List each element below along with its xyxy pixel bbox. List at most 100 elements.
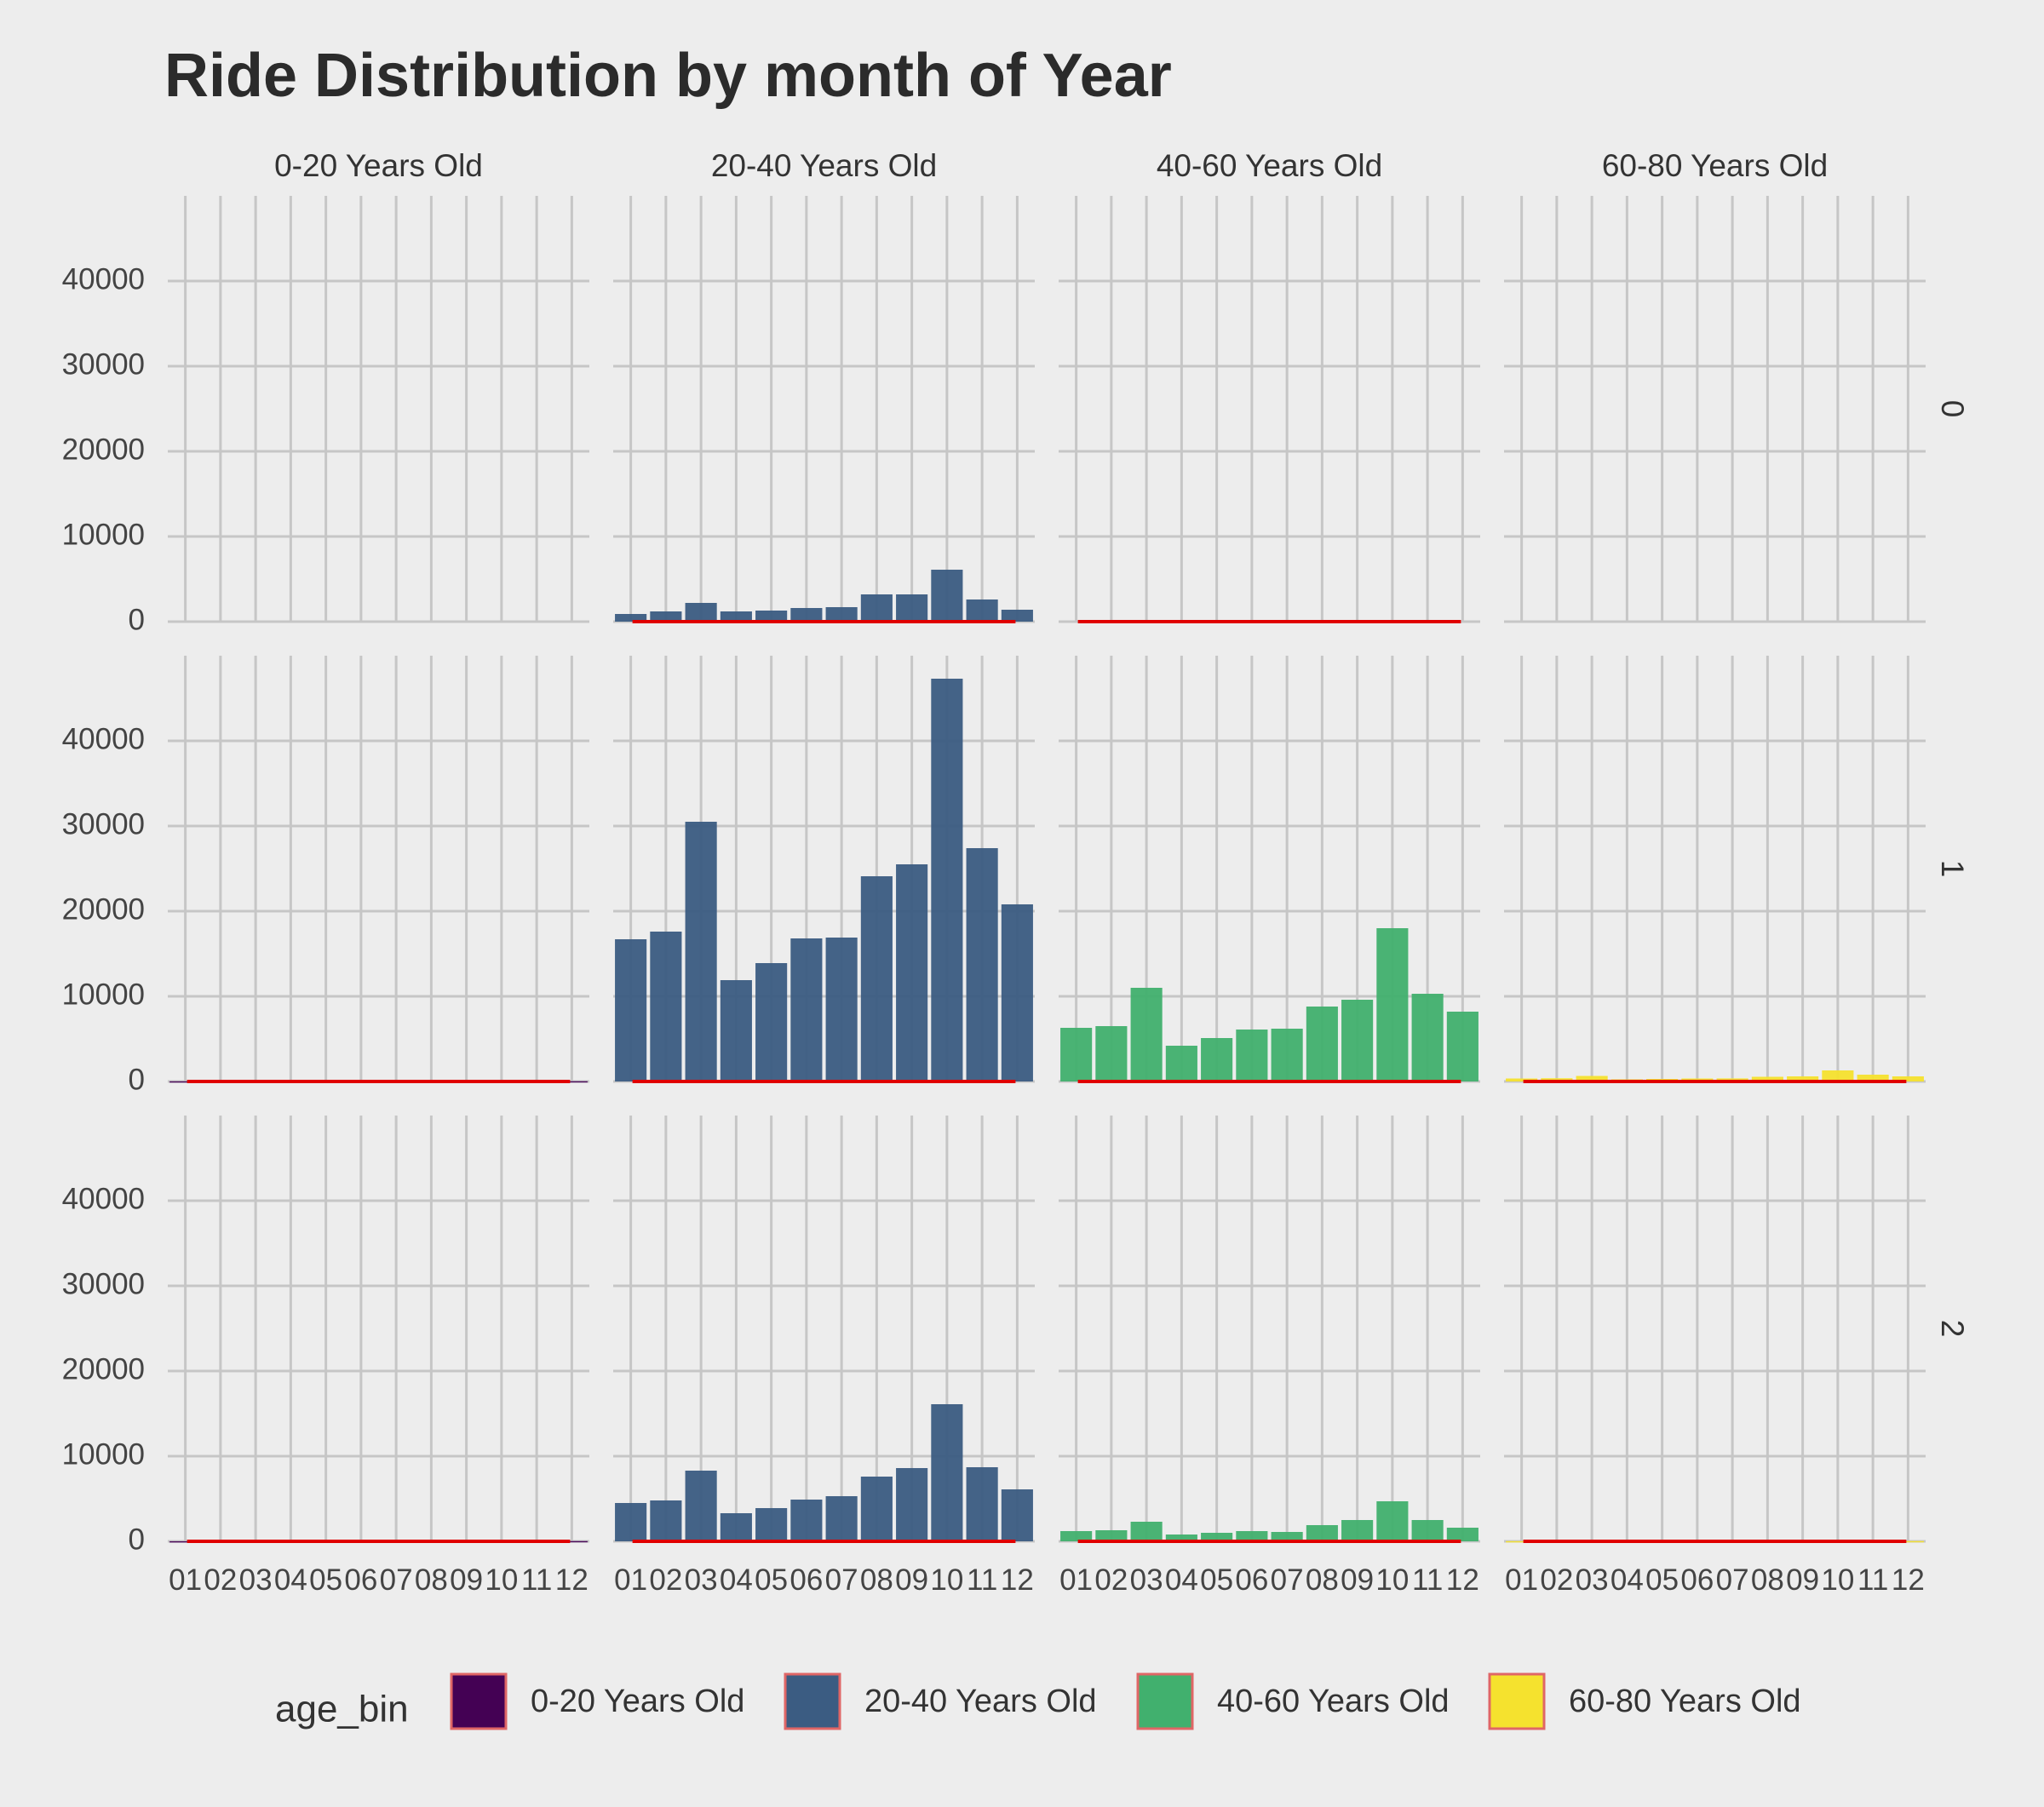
legend-key bbox=[450, 1672, 508, 1730]
x-tick-label: 12 bbox=[1892, 1563, 1925, 1597]
x-tick-label: 06 bbox=[1680, 1563, 1714, 1597]
facet-panel bbox=[1059, 1116, 1480, 1543]
y-tick-label: 40000 bbox=[62, 1182, 145, 1215]
x-tick-label: 04 bbox=[720, 1563, 753, 1597]
y-tick-label: 0 bbox=[129, 1063, 145, 1096]
x-tick-label: 09 bbox=[1786, 1563, 1819, 1597]
x-tick-label: 05 bbox=[1200, 1563, 1233, 1597]
bar bbox=[896, 1468, 928, 1541]
x-tick-label: 02 bbox=[1094, 1563, 1128, 1597]
x-tick-label: 11 bbox=[521, 1563, 552, 1597]
x-tick-label: 06 bbox=[1235, 1563, 1268, 1597]
bar bbox=[896, 864, 928, 1081]
facet-panel bbox=[613, 1116, 1035, 1543]
bar bbox=[685, 603, 717, 622]
x-tick-label: 12 bbox=[1446, 1563, 1479, 1597]
bar bbox=[720, 1513, 752, 1541]
facet-panel bbox=[168, 656, 589, 1083]
y-tick-label: 10000 bbox=[62, 518, 145, 551]
bar bbox=[966, 848, 998, 1081]
bar bbox=[755, 963, 788, 1081]
bar bbox=[1130, 1522, 1163, 1541]
y-tick-label: 30000 bbox=[62, 807, 145, 840]
x-tick-label: 03 bbox=[1130, 1563, 1163, 1597]
x-tick-label: 04 bbox=[1611, 1563, 1644, 1597]
x-tick-label: 08 bbox=[1306, 1563, 1339, 1597]
x-tick-label: 08 bbox=[860, 1563, 893, 1597]
facet-column-label: 60-80 Years Old bbox=[1602, 148, 1828, 183]
facet-column-label: 0-20 Years Old bbox=[274, 148, 483, 183]
x-tick-label: 12 bbox=[555, 1563, 589, 1597]
chart-title: Ride Distribution by month of Year bbox=[164, 42, 1172, 110]
bar bbox=[650, 932, 682, 1081]
facet-panels: 0-20 Years Old 20-40 Years Old 40-60 Years… bbox=[62, 148, 1971, 1597]
x-tick-label: 12 bbox=[1001, 1563, 1034, 1597]
bar bbox=[825, 607, 858, 622]
facet-panel bbox=[168, 196, 589, 623]
bar bbox=[555, 1081, 588, 1083]
x-tick-label: 08 bbox=[1751, 1563, 1784, 1597]
bar bbox=[1201, 1533, 1233, 1541]
y-tick-label: 0 bbox=[129, 1523, 145, 1556]
x-tick-label: 07 bbox=[1271, 1563, 1304, 1597]
bar bbox=[169, 1081, 202, 1083]
bar bbox=[1376, 928, 1409, 1081]
bar bbox=[1060, 1531, 1093, 1541]
x-tick-label: 06 bbox=[344, 1563, 377, 1597]
x-tick-label: 08 bbox=[415, 1563, 448, 1597]
legend-label: 20-40 Years Old bbox=[864, 1684, 1097, 1719]
legend-key bbox=[1136, 1672, 1194, 1730]
legend-title: age_bin bbox=[275, 1689, 409, 1730]
bar bbox=[1411, 994, 1444, 1081]
bar bbox=[685, 1471, 717, 1541]
facet-panel bbox=[1059, 656, 1480, 1083]
y-tick-label: 30000 bbox=[62, 1267, 145, 1300]
y-tick-label: 40000 bbox=[62, 722, 145, 755]
x-tick-label: 11 bbox=[1857, 1563, 1888, 1597]
bar bbox=[1306, 1007, 1338, 1081]
x-tick-label: 01 bbox=[1505, 1563, 1538, 1597]
bar bbox=[790, 938, 823, 1081]
x-tick-label: 05 bbox=[309, 1563, 342, 1597]
bar bbox=[1787, 1076, 1819, 1081]
legend-label: 0-20 Years Old bbox=[531, 1684, 744, 1719]
bar bbox=[720, 980, 752, 1081]
x-tick-label: 07 bbox=[380, 1563, 413, 1597]
y-tick-label: 20000 bbox=[62, 433, 145, 466]
bar bbox=[615, 939, 647, 1081]
legend-key bbox=[784, 1672, 841, 1730]
bar bbox=[650, 611, 682, 622]
x-tick-label: 09 bbox=[450, 1563, 483, 1597]
y-tick-label: 40000 bbox=[62, 262, 145, 295]
y-tick-label: 30000 bbox=[62, 347, 145, 381]
facet-panel bbox=[1504, 656, 1926, 1083]
legend-label: 40-60 Years Old bbox=[1217, 1684, 1450, 1719]
facet-column-label: 40-60 Years Old bbox=[1157, 148, 1382, 183]
bar bbox=[1001, 610, 1033, 622]
bar bbox=[1751, 1076, 1783, 1081]
x-tick-label: 07 bbox=[825, 1563, 858, 1597]
bar bbox=[1060, 1028, 1093, 1081]
y-tick-label: 20000 bbox=[62, 892, 145, 926]
legend-label: 60-80 Years Old bbox=[1569, 1684, 1801, 1719]
bar bbox=[1306, 1525, 1338, 1541]
facet-panel bbox=[1059, 196, 1480, 623]
facet-panel bbox=[613, 656, 1035, 1083]
bar bbox=[790, 1500, 823, 1541]
x-tick-label: 05 bbox=[755, 1563, 788, 1597]
bar bbox=[1446, 1012, 1478, 1081]
x-tick-label: 02 bbox=[649, 1563, 682, 1597]
bar bbox=[1506, 1540, 1538, 1543]
bar bbox=[1201, 1038, 1233, 1081]
bar bbox=[1341, 1520, 1374, 1541]
bar bbox=[1341, 1000, 1374, 1081]
bar bbox=[860, 876, 893, 1081]
bar bbox=[615, 1503, 647, 1541]
x-tick-label: 09 bbox=[895, 1563, 928, 1597]
bar bbox=[1130, 988, 1163, 1081]
bar bbox=[825, 1496, 858, 1541]
bar bbox=[1236, 1531, 1268, 1541]
bar bbox=[1095, 1530, 1128, 1541]
x-tick-label: 07 bbox=[1716, 1563, 1749, 1597]
